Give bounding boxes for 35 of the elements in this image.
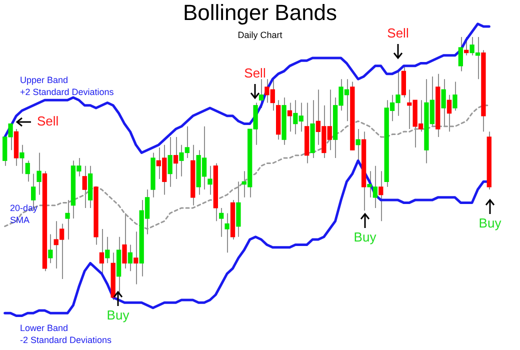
candlestick xyxy=(287,102,292,132)
annotation: Buy xyxy=(478,216,502,231)
candlestick xyxy=(258,78,264,109)
candlestick xyxy=(219,207,224,238)
annotation: Buy xyxy=(354,230,377,245)
annotation: Sell xyxy=(37,114,59,129)
candlestick xyxy=(208,165,212,196)
candlestick xyxy=(105,236,110,264)
candlestick xyxy=(168,136,172,188)
candlestick xyxy=(65,200,70,240)
candlestick xyxy=(378,170,384,222)
candlestick xyxy=(25,160,30,182)
candlestick xyxy=(20,144,24,174)
candlestick xyxy=(458,36,463,72)
candlestick xyxy=(452,81,458,112)
series-label: Lower Band -2 Standard Deviations xyxy=(20,322,112,346)
candlestick xyxy=(36,152,42,196)
candlestick xyxy=(82,165,87,208)
candlestick xyxy=(441,78,446,127)
annotation: Sell xyxy=(244,66,266,81)
candlestick xyxy=(356,128,360,162)
candlestick xyxy=(134,231,138,285)
candlestick xyxy=(122,212,127,269)
candlestick xyxy=(128,244,133,272)
candlestick xyxy=(48,234,53,264)
series-label: Upper Band +2 Standard Deviations xyxy=(20,74,114,98)
candlestick xyxy=(173,136,178,180)
annotation: Sell xyxy=(387,26,409,41)
candlestick xyxy=(446,94,452,132)
chart-subtitle: Daily Chart xyxy=(238,30,282,40)
candlestick xyxy=(99,228,104,274)
chart-title: Bollinger Bands xyxy=(182,0,338,26)
text: Buy xyxy=(106,308,130,323)
series-label: 20-day SMA xyxy=(10,202,38,226)
candlestick xyxy=(224,212,230,254)
